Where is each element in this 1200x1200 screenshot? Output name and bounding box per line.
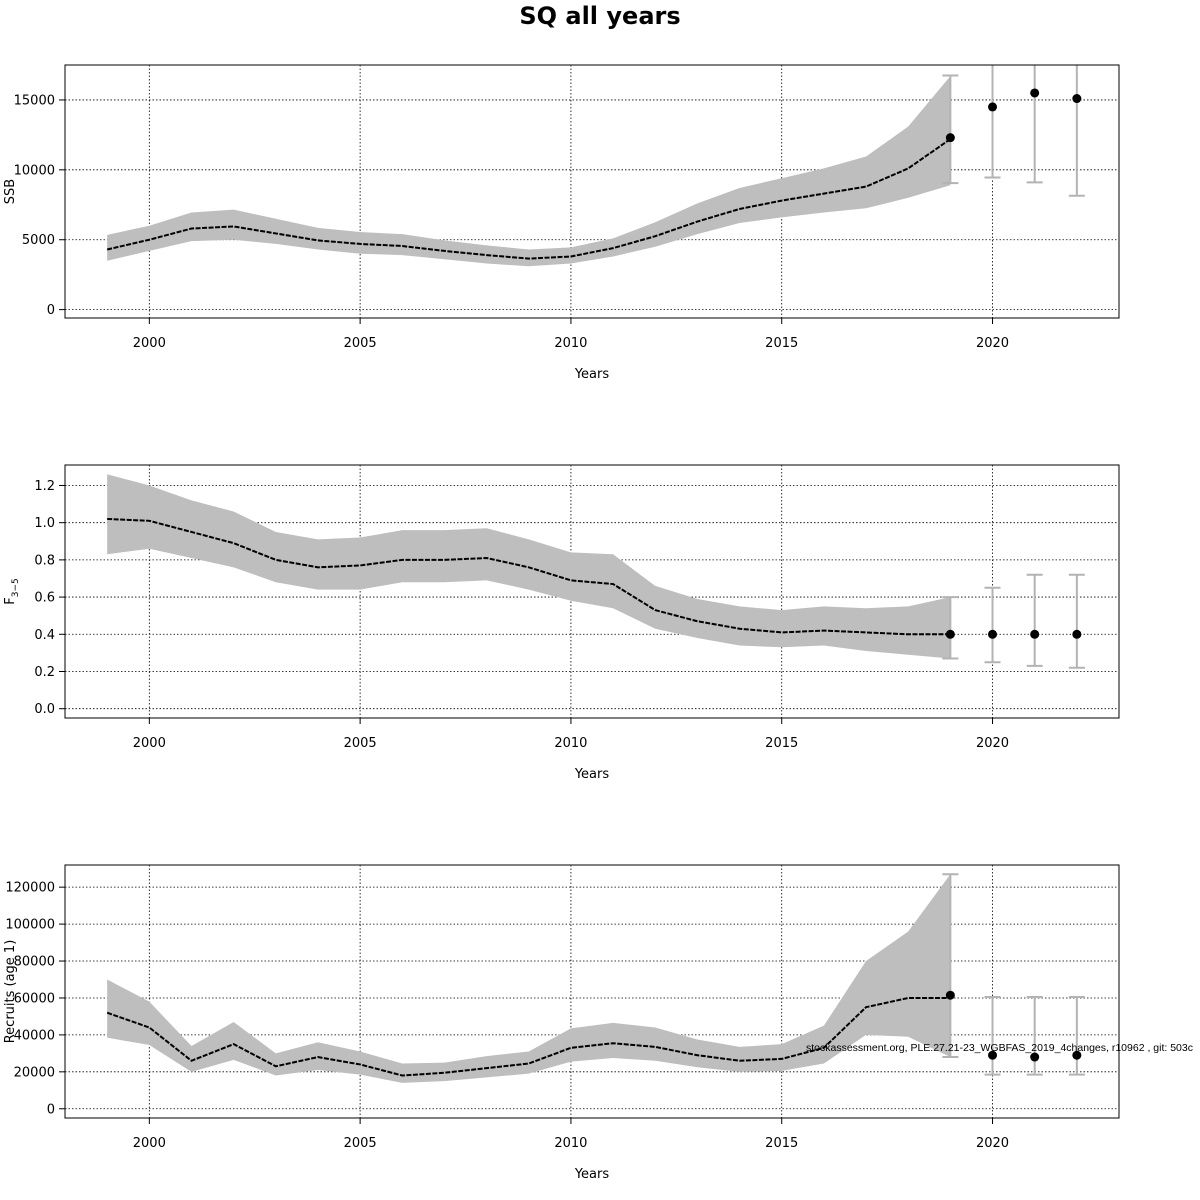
forecast-point (1072, 1050, 1082, 1060)
y-tick-label: 120000 (5, 881, 55, 896)
estimate-line (107, 517, 951, 636)
y-axis-title-main: Recruits (age 1) (3, 940, 18, 1044)
footnote-text: stockassessment.org, PLE.27.21-23_WGBFAS… (806, 1042, 1193, 1054)
estimate-line (106, 138, 951, 260)
confidence-band (107, 874, 951, 1083)
chart-title: SQ all years (519, 2, 680, 30)
y-tick-label: 40000 (14, 1028, 55, 1043)
x-axis-title: Years (574, 367, 610, 382)
x-tick-label: 2015 (765, 336, 798, 351)
forecast-point (945, 629, 955, 639)
y-tick-label: 10000 (14, 163, 55, 178)
y-axis-title-subscript: 3−5 (11, 578, 21, 597)
forecast-point (1030, 629, 1040, 639)
x-axis-title: Years (574, 1167, 610, 1182)
x-tick-label: 2005 (344, 336, 377, 351)
y-tick-label: 0 (47, 1102, 55, 1117)
x-tick-label: 2005 (344, 736, 377, 751)
x-tick-label: 2000 (133, 1136, 166, 1151)
ssb-panel: 0 5000 10000 15000 2000 2005 2010 2015 2020 Years… (3, 64, 1120, 382)
estimate-line (106, 996, 951, 1077)
recruits-panel: 0 20000 40000 60000 80000 100000 120000 2000 200… (3, 864, 1120, 1182)
plot-frame (64, 464, 1120, 719)
x-tick-label: 2000 (133, 736, 166, 751)
y-tick-label: 0.8 (34, 553, 55, 568)
y-tick-label: 100000 (5, 918, 55, 933)
y-tick-label: 0 (47, 303, 55, 318)
y-axis-title: SSB (3, 179, 18, 204)
plot-frame (64, 64, 1120, 319)
plot-frame (64, 864, 1120, 1119)
forecast-point (1030, 1052, 1040, 1062)
y-tick-label: 5000 (22, 233, 55, 248)
x-tick-label: 2000 (133, 336, 166, 351)
y-tick-label: 0.6 (34, 591, 55, 606)
y-axis-title-main: SSB (3, 179, 18, 204)
forecast-point (1072, 629, 1082, 639)
x-tick-label: 2020 (976, 336, 1009, 351)
y-tick-label: 60000 (14, 991, 55, 1006)
y-tick-label: 15000 (14, 93, 55, 108)
forecast-point (988, 629, 998, 639)
y-tick-label: 0.0 (34, 702, 55, 717)
forecast-point (988, 102, 998, 112)
y-tick-label: 1.0 (34, 516, 55, 531)
y-axis-title-main: F (3, 597, 18, 604)
x-tick-label: 2020 (976, 736, 1009, 751)
y-tick-label: 0.2 (34, 665, 55, 680)
forecast-point (945, 133, 955, 143)
y-tick-label: 1.2 (34, 479, 55, 494)
forecast-point (988, 1050, 998, 1060)
y-tick-label: 20000 (14, 1065, 55, 1080)
forecast-point (945, 990, 955, 1000)
x-tick-label: 2015 (765, 1136, 798, 1151)
x-axis-title: Years (574, 767, 610, 782)
x-tick-label: 2010 (554, 336, 587, 351)
confidence-band (107, 76, 951, 267)
x-tick-label: 2010 (554, 736, 587, 751)
fbar-panel: 0.0 0.2 0.4 0.6 0.8 1.0 1.2 2000 2005 2010 2015 202… (3, 464, 1120, 782)
x-tick-label: 2005 (344, 1136, 377, 1151)
y-tick-label: 80000 (14, 955, 55, 970)
forecast-point (1072, 94, 1082, 104)
y-axis-title: F3−5 (3, 578, 21, 604)
x-tick-label: 2020 (976, 1136, 1009, 1151)
y-axis-title: Recruits (age 1) (3, 940, 18, 1044)
forecast-point (1030, 88, 1040, 98)
x-tick-label: 2010 (554, 1136, 587, 1151)
x-tick-label: 2015 (765, 736, 798, 751)
y-tick-label: 0.4 (34, 628, 55, 643)
